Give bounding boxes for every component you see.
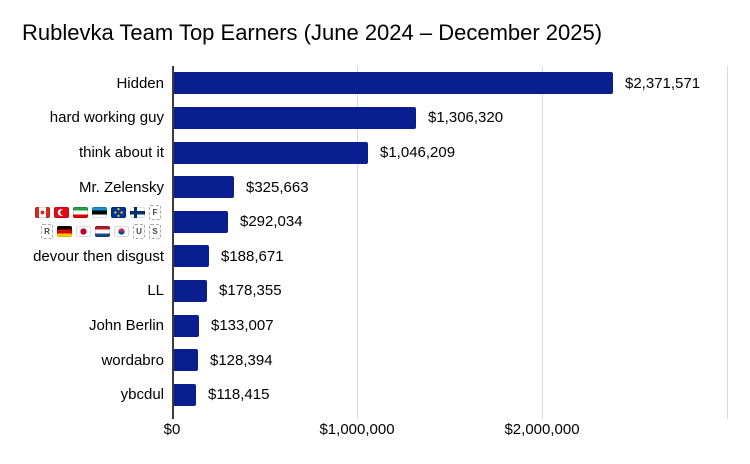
japan-flag-icon	[76, 225, 91, 237]
x-axis-tick-label: $0	[163, 421, 181, 438]
missing-flag-glyph: F	[149, 204, 161, 220]
bar-value-label: $1,046,209	[380, 143, 456, 161]
bar[interactable]	[174, 245, 209, 268]
bar-value-label: $118,415	[208, 386, 270, 404]
iran-flag-icon	[73, 206, 88, 218]
canada-flag-icon	[35, 206, 50, 218]
category-labels-column: Hidden hard working guy think about it Mr. …	[0, 66, 164, 412]
category-label: John Berlin	[88, 316, 164, 334]
flag-row: F	[35, 204, 161, 220]
bar-value-label: $325,663	[246, 178, 309, 196]
gridline	[727, 66, 728, 419]
gridline	[357, 66, 358, 419]
gridline	[542, 66, 543, 419]
x-axis-tick-label: $2,000,000	[504, 421, 580, 438]
bar[interactable]	[174, 383, 196, 406]
netherlands-flag-icon	[95, 225, 110, 237]
bar[interactable]	[174, 210, 228, 233]
chart-title: Rublevka Team Top Earners (June 2024 – D…	[22, 20, 603, 45]
eu-flag-icon	[111, 206, 126, 218]
south-korea-flag-icon	[114, 225, 129, 237]
category-label: Mr. Zelensky	[78, 178, 164, 196]
finland-flag-icon	[130, 206, 145, 218]
x-axis: $0 $1,000,000 $2,000,000	[0, 421, 750, 441]
bar[interactable]	[174, 279, 207, 302]
category-label: LL	[147, 282, 164, 300]
missing-flag-glyph: S	[149, 223, 161, 239]
category-label: hard working guy	[49, 109, 164, 127]
bar-value-label: $292,034	[240, 213, 303, 231]
category-label: wordabro	[101, 351, 164, 369]
bar[interactable]	[174, 176, 234, 199]
bar-value-label: $128,394	[210, 351, 273, 369]
bar[interactable]	[174, 106, 416, 129]
bar-value-label: $188,671	[221, 247, 284, 265]
estonia-flag-icon	[92, 206, 107, 218]
category-label: think about it	[78, 143, 164, 161]
bar-value-label: $1,306,320	[428, 109, 504, 127]
germany-flag-icon	[57, 225, 72, 237]
bar[interactable]	[174, 141, 368, 164]
bar[interactable]	[174, 314, 199, 337]
bar-value-label: $133,007	[211, 316, 274, 334]
missing-flag-glyph: U	[133, 223, 145, 239]
category-label: ybcdul	[120, 386, 164, 404]
plot-area: $2,371,571 $1,306,320 $1,046,209 $325,663 $2…	[172, 66, 728, 419]
category-label: devour then disgust	[33, 247, 164, 265]
bar-value-label: $2,371,571	[625, 74, 701, 92]
category-label: Hidden	[116, 74, 164, 92]
missing-flag-glyph: R	[41, 223, 53, 239]
bar[interactable]	[174, 349, 198, 372]
x-axis-tick-label: $1,000,000	[319, 421, 395, 438]
turkey-flag-icon	[54, 206, 69, 218]
y-axis-baseline	[172, 66, 174, 419]
bar[interactable]	[174, 72, 613, 95]
bar-value-label: $178,355	[219, 282, 282, 300]
